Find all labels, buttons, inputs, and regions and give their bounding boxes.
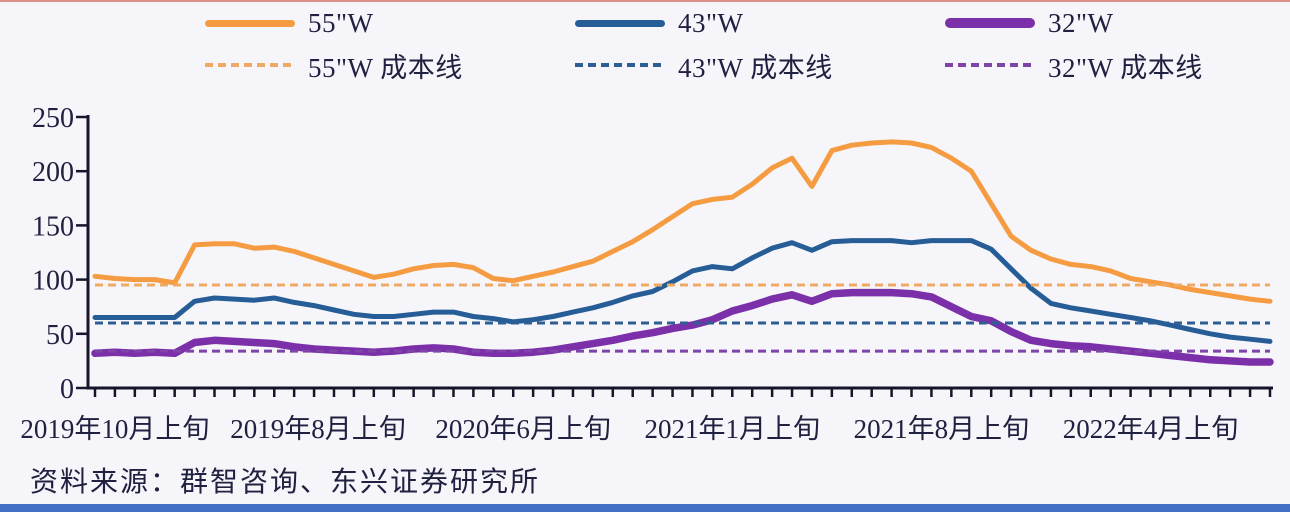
legend-label: 43"W <box>678 7 744 38</box>
legend-line-swatch <box>205 19 295 27</box>
x-tick-label: 2019年10月上旬 <box>20 414 209 444</box>
legend-label: 32"W 成本线 <box>1048 52 1203 83</box>
series-line-32W <box>91 288 1274 366</box>
legend-label: 55"W 成本线 <box>308 52 463 83</box>
x-tick-label: 2021年8月上旬 <box>854 414 1030 444</box>
y-tick-label: 50 <box>46 320 74 351</box>
legend-item: 55"W 成本线 <box>205 46 575 85</box>
bottom-bar <box>0 504 1290 512</box>
legend-label: 43"W 成本线 <box>678 52 833 83</box>
legend-label: 32"W <box>1048 7 1114 38</box>
y-tick-label: 0 <box>60 374 74 405</box>
y-tick-label: 100 <box>32 266 74 297</box>
y-tick-label: 150 <box>32 211 74 242</box>
series-line-43W <box>92 238 1273 344</box>
y-tick-label: 200 <box>32 157 74 188</box>
x-tick-label: 2022年4月上旬 <box>1063 414 1239 444</box>
legend-dashed-swatch <box>945 63 1035 67</box>
y-tick-label: 250 <box>32 103 74 134</box>
chart-svg: 0 50 100 150 200 250 2019年10月上旬 2019年8月上旬 2020年6… <box>20 103 1274 444</box>
top-border-line <box>0 0 1290 2</box>
legend-item: 43"W <box>575 8 945 39</box>
x-tick-label: 2021年1月上旬 <box>645 414 821 444</box>
x-tick-label: 2019年8月上旬 <box>230 414 406 444</box>
legend-line-swatch <box>575 19 665 27</box>
legend-item: 55"W <box>205 8 575 39</box>
source-note: 资料来源：群智咨询、东兴证券研究所 <box>30 467 541 498</box>
legend-item: 32"W <box>945 8 1203 39</box>
series-line-55W <box>92 139 1273 304</box>
legend-label: 55"W <box>308 7 374 38</box>
legend-dashed-swatch <box>575 63 665 67</box>
legend-item: 32"W 成本线 <box>945 46 1203 85</box>
x-tick-label: 2020年6月上旬 <box>435 414 611 444</box>
chart-legend: 55"W 43"W 32"W 55"W 成本线 43"W 成本线 32"W 成本线 <box>205 2 1203 86</box>
legend-line-swatch <box>945 18 1035 28</box>
legend-dashed-swatch <box>205 63 295 67</box>
legend-item: 43"W 成本线 <box>575 46 945 85</box>
